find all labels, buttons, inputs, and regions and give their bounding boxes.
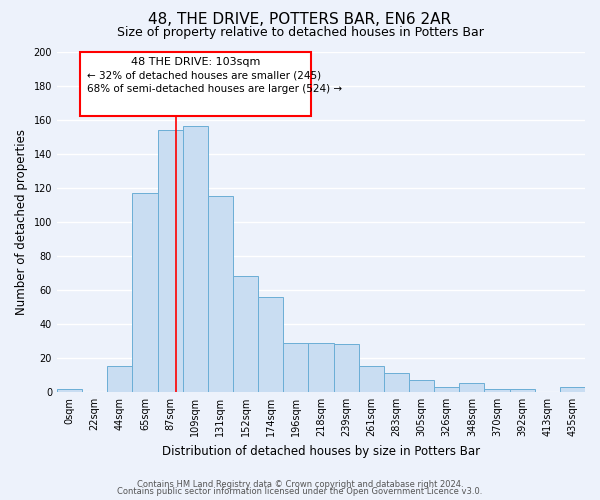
Bar [182, 126, 208, 392]
Bar [359, 366, 384, 392]
Bar [459, 384, 484, 392]
Text: ← 32% of detached houses are smaller (245): ← 32% of detached houses are smaller (24… [87, 70, 321, 80]
Bar [509, 388, 535, 392]
Text: Contains public sector information licensed under the Open Government Licence v3: Contains public sector information licen… [118, 487, 482, 496]
X-axis label: Distribution of detached houses by size in Potters Bar: Distribution of detached houses by size … [162, 444, 480, 458]
Bar [409, 380, 434, 392]
Bar [133, 193, 158, 392]
Bar [484, 388, 509, 392]
Bar [308, 342, 334, 392]
Bar [283, 342, 308, 392]
Text: Contains HM Land Registry data © Crown copyright and database right 2024.: Contains HM Land Registry data © Crown c… [137, 480, 463, 489]
Text: 68% of semi-detached houses are larger (524) →: 68% of semi-detached houses are larger (… [87, 84, 342, 94]
Bar [258, 296, 283, 392]
Text: 48 THE DRIVE: 103sqm: 48 THE DRIVE: 103sqm [131, 56, 260, 66]
Bar [158, 130, 182, 392]
Text: 48, THE DRIVE, POTTERS BAR, EN6 2AR: 48, THE DRIVE, POTTERS BAR, EN6 2AR [148, 12, 452, 28]
Bar [107, 366, 133, 392]
Bar [208, 196, 233, 392]
Bar [560, 387, 585, 392]
FancyBboxPatch shape [80, 52, 311, 116]
Bar [233, 276, 258, 392]
Y-axis label: Number of detached properties: Number of detached properties [15, 128, 28, 314]
Bar [434, 387, 459, 392]
Bar [57, 388, 82, 392]
Text: Size of property relative to detached houses in Potters Bar: Size of property relative to detached ho… [116, 26, 484, 39]
Bar [384, 373, 409, 392]
Bar [334, 344, 359, 392]
